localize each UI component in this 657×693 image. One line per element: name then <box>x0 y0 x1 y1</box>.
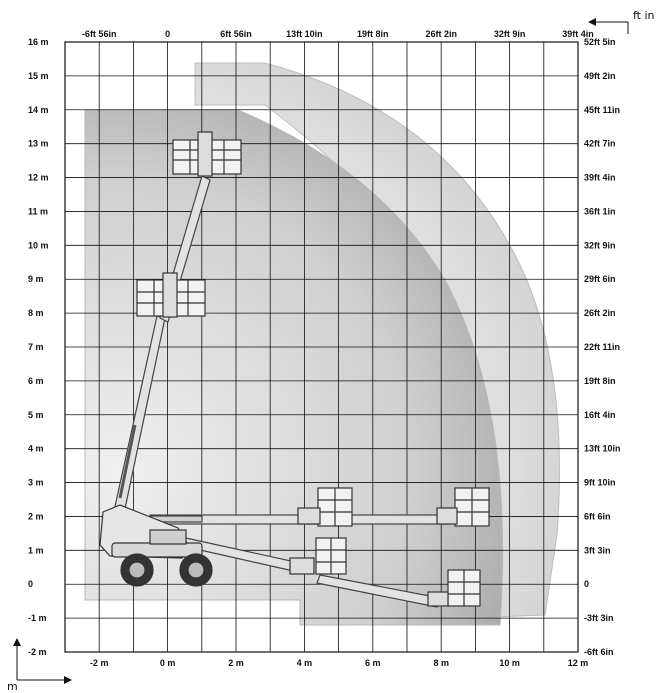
platform-baskets <box>136 131 490 607</box>
platform-basket-right-low <box>289 537 347 575</box>
left-axis-label: 12 m <box>28 173 49 183</box>
bottom-axis-label: 8 m <box>433 658 449 668</box>
aerial-work-platform-machine-icon <box>99 504 213 587</box>
left-axis-label: 6 m <box>28 376 44 386</box>
left-axis-label: 14 m <box>28 105 49 115</box>
right-axis-label: 19ft 8in <box>584 376 616 386</box>
right-axis-label: 36ft 1in <box>584 206 616 216</box>
left-axis-label: 7 m <box>28 342 44 352</box>
right-axis-label: 39ft 4in <box>584 173 616 183</box>
platform-basket-far-high <box>436 487 490 527</box>
left-axis-label: 4 m <box>28 444 44 454</box>
right-axis-label: 42ft 7in <box>584 139 616 149</box>
left-axis-label: 10 m <box>28 240 49 250</box>
bottom-axis-labels: -2 m 0 m 2 m 4 m 6 m 8 m 10 m 12 m <box>90 658 588 668</box>
top-axis-label: 6ft 56in <box>220 29 252 39</box>
bottom-axis-label: -2 m <box>90 658 109 668</box>
measurement-grid <box>64 41 579 653</box>
right-axis-label: -6ft 6in <box>584 647 614 657</box>
bottom-axis-label: 12 m <box>568 658 589 668</box>
left-axis-label: 1 m <box>28 545 44 555</box>
right-axis-label: 6ft 6in <box>584 511 611 521</box>
right-axis-label: -3ft 3in <box>584 613 614 623</box>
right-axis-label: 26ft 2in <box>584 308 616 318</box>
right-axis-label: 13ft 10in <box>584 444 621 454</box>
platform-basket-mid <box>136 272 206 318</box>
left-axis-label: 15 m <box>28 71 49 81</box>
left-axis-label: 8 m <box>28 308 44 318</box>
left-axis-label: 5 m <box>28 410 44 420</box>
right-axis-label: 52ft 5in <box>584 37 616 47</box>
metric-unit-indicator: m <box>7 638 72 693</box>
left-axis-label: -2 m <box>28 647 47 657</box>
metric-unit-label: m <box>7 680 18 693</box>
left-axis-label: 9 m <box>28 274 44 284</box>
platform-basket-top <box>172 131 242 177</box>
left-axis-label: -1 m <box>28 613 47 623</box>
left-axis-label: 16 m <box>28 37 49 47</box>
platform-basket-far-low <box>427 569 481 607</box>
right-axis-label: 9ft 10in <box>584 478 616 488</box>
top-axis-label: 39ft 4in <box>562 29 594 39</box>
imperial-unit-label: ft in <box>633 9 655 22</box>
left-axis-label: 0 <box>28 579 33 589</box>
bottom-axis-label: 4 m <box>297 658 313 668</box>
bottom-axis-label: 0 m <box>160 658 176 668</box>
top-axis-label: 19ft 8in <box>357 29 389 39</box>
right-axis-label: 49ft 2in <box>584 71 616 81</box>
right-axis-label: 32ft 9in <box>584 240 616 250</box>
top-axis-label: -6ft 56in <box>82 29 117 39</box>
left-axis-label: 13 m <box>28 139 49 149</box>
imperial-unit-indicator: ft in <box>588 9 655 34</box>
right-axis-label: 0 <box>584 579 589 589</box>
right-axis-label: 22ft 11in <box>584 342 620 352</box>
top-axis-label: 26ft 2in <box>425 29 457 39</box>
left-axis-label: 3 m <box>28 478 44 488</box>
top-axis-labels: -6ft 56in 0 6ft 56in 13ft 10in 19ft 8in 26ft … <box>82 29 594 39</box>
top-axis-label: 13ft 10in <box>286 29 323 39</box>
right-axis-label: 3ft 3in <box>584 545 611 555</box>
left-axis-label: 11 m <box>28 206 48 216</box>
bottom-axis-label: 6 m <box>365 658 381 668</box>
right-axis-label: 29ft 6in <box>584 274 616 284</box>
right-axis-label: 16ft 4in <box>584 410 616 420</box>
top-axis-label: 32ft 9in <box>494 29 526 39</box>
bottom-axis-label: 2 m <box>228 658 244 668</box>
boom-low-2 <box>316 574 441 608</box>
right-axis-label: 45ft 11in <box>584 105 620 115</box>
right-axis-labels: 52ft 5in 49ft 2in 45ft 11in 42ft 7in 39ft 4i… <box>584 37 621 657</box>
bottom-axis-label: 10 m <box>499 658 520 668</box>
left-axis-label: 2 m <box>28 511 44 521</box>
top-axis-label: 0 <box>165 29 170 39</box>
left-axis-labels: 16 m 15 m 14 m 13 m 12 m 11 m 10 m 9 m 8 m 7 m 6 m… <box>28 37 49 657</box>
platform-basket-right-high <box>297 487 353 527</box>
